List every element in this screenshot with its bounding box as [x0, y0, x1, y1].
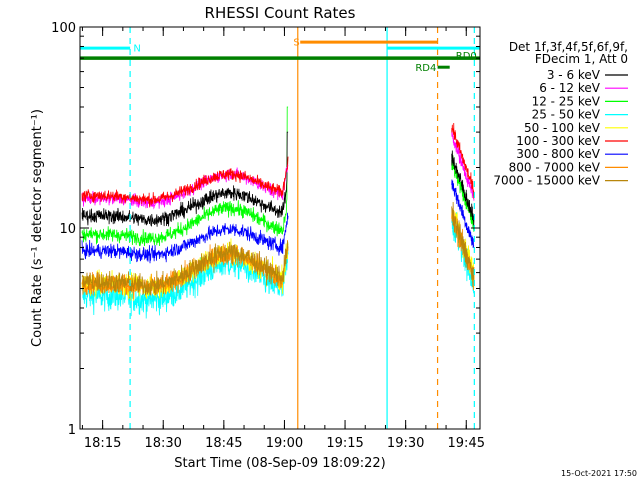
x-axis-label: Start Time (08-Sep-09 18:09:22)	[174, 456, 385, 471]
flag-label-n: N	[133, 44, 140, 55]
y-axis-label: Count Rate (s⁻¹ detector segment⁻¹)	[30, 109, 45, 347]
series-line-1	[81, 130, 475, 210]
x-tick-label: 19:15	[326, 436, 363, 451]
flag-bars: N S RD4 RD0	[80, 38, 480, 74]
flag-label-rd4: RD4	[415, 63, 436, 74]
chart-title: RHESSI Count Rates	[205, 4, 356, 22]
legend-label-7: 800 - 7000 keV	[509, 160, 601, 174]
x-tick-label: 18:15	[84, 436, 121, 451]
series-line-2	[81, 106, 475, 247]
legend-label-0: 3 - 6 keV	[547, 68, 601, 82]
series-line-5	[81, 122, 475, 208]
x-axis-ticks: 18:15 18:30 18:45 19:00 19:15 19:30 19:45	[81, 27, 485, 451]
legend-label-2: 12 - 25 keV	[532, 94, 601, 108]
plot-area	[81, 27, 475, 429]
y-tick-label: 10	[59, 222, 76, 237]
x-tick-label: 19:30	[387, 436, 424, 451]
x-tick-label: 18:45	[205, 436, 242, 451]
x-tick-label: 19:45	[448, 436, 485, 451]
x-tick-label: 19:00	[266, 436, 303, 451]
y-axis-ticks: 1 10 100	[51, 21, 480, 438]
legend-label-1: 6 - 12 keV	[539, 81, 601, 95]
series-line-0	[81, 131, 475, 227]
y-tick-label: 1	[68, 423, 76, 438]
legend-header-line-1: Det 1f,3f,4f,5f,6f,9f,	[509, 40, 628, 54]
legend-label-5: 100 - 300 keV	[516, 134, 600, 148]
legend-label-4: 50 - 100 keV	[524, 121, 601, 135]
footer-timestamp: 15-Oct-2021 17:50	[561, 469, 637, 478]
plot-frame	[79, 26, 481, 430]
legend-header-line-2: FDecim 1, Att 0	[535, 52, 628, 66]
x-tick-label: 18:30	[144, 436, 181, 451]
series-line-8	[81, 201, 475, 296]
legend: Det 1f,3f,4f,5f,6f,9f, FDecim 1, Att 0 3…	[493, 40, 628, 188]
legend-label-3: 25 - 50 keV	[532, 108, 601, 122]
flag-label-s: S	[293, 38, 299, 49]
legend-label-8: 7000 - 15000 keV	[493, 174, 600, 188]
series-line-6	[81, 179, 475, 264]
flag-label-rd0: RD0	[456, 51, 477, 62]
y-tick-label: 100	[51, 21, 76, 36]
legend-label-6: 300 - 800 keV	[516, 147, 600, 161]
